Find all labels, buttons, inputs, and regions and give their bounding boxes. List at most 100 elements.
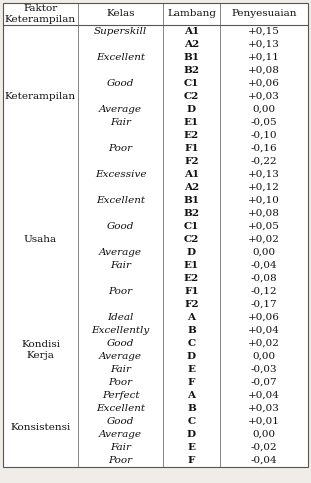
Text: +0,01: +0,01	[248, 417, 280, 426]
Text: C2: C2	[184, 92, 199, 101]
Text: Average: Average	[99, 105, 142, 114]
Text: -0,12: -0,12	[251, 287, 277, 296]
Text: B2: B2	[183, 209, 200, 218]
Text: Ideal: Ideal	[107, 313, 134, 322]
Text: +0,13: +0,13	[248, 40, 280, 49]
Text: Superskill: Superskill	[94, 27, 147, 36]
Text: Perfect: Perfect	[102, 391, 139, 400]
Text: 0,00: 0,00	[253, 352, 276, 361]
Text: F: F	[188, 456, 195, 465]
Text: Fair: Fair	[110, 118, 131, 127]
Text: Poor: Poor	[109, 144, 132, 153]
Text: C1: C1	[184, 222, 199, 231]
Text: Kelas: Kelas	[106, 10, 135, 18]
Text: +0,13: +0,13	[248, 170, 280, 179]
Text: C: C	[188, 339, 196, 348]
Text: -0,04: -0,04	[251, 261, 277, 270]
Text: 0,00: 0,00	[253, 430, 276, 439]
Text: D: D	[187, 248, 196, 257]
Text: E1: E1	[184, 118, 199, 127]
Text: A: A	[188, 391, 196, 400]
Text: Kondisi
Kerja: Kondisi Kerja	[21, 341, 60, 360]
Text: Average: Average	[99, 248, 142, 257]
Text: Excessive: Excessive	[95, 170, 146, 179]
Text: Poor: Poor	[109, 287, 132, 296]
Text: B: B	[187, 404, 196, 413]
Text: Excellently: Excellently	[91, 326, 150, 335]
Text: C: C	[188, 417, 196, 426]
Text: Fair: Fair	[110, 365, 131, 374]
Text: Good: Good	[107, 222, 134, 231]
Text: Excellent: Excellent	[96, 404, 145, 413]
Text: F: F	[188, 378, 195, 387]
Text: Good: Good	[107, 339, 134, 348]
Text: +0,08: +0,08	[248, 66, 280, 75]
Text: -0,04: -0,04	[251, 456, 277, 465]
Text: D: D	[187, 430, 196, 439]
Text: B1: B1	[183, 196, 200, 205]
Text: A: A	[188, 313, 196, 322]
Text: +0,05: +0,05	[248, 222, 280, 231]
Text: E1: E1	[184, 261, 199, 270]
Text: C2: C2	[184, 235, 199, 244]
Text: D: D	[187, 352, 196, 361]
Text: C1: C1	[184, 79, 199, 88]
Text: A2: A2	[184, 40, 199, 49]
Text: Faktor
Keterampilan: Faktor Keterampilan	[5, 4, 76, 24]
Text: E2: E2	[184, 131, 199, 140]
Text: +0,04: +0,04	[248, 326, 280, 335]
Text: Lambang: Lambang	[167, 10, 216, 18]
Text: Excellent: Excellent	[96, 53, 145, 62]
Text: +0,08: +0,08	[248, 209, 280, 218]
Text: +0,02: +0,02	[248, 339, 280, 348]
Text: Average: Average	[99, 430, 142, 439]
Text: Good: Good	[107, 417, 134, 426]
Text: -0,16: -0,16	[251, 144, 277, 153]
Text: +0,06: +0,06	[248, 79, 280, 88]
Text: 0,00: 0,00	[253, 248, 276, 257]
Text: +0,02: +0,02	[248, 235, 280, 244]
Text: A1: A1	[184, 170, 199, 179]
Text: +0,06: +0,06	[248, 313, 280, 322]
Text: +0,15: +0,15	[248, 27, 280, 36]
Text: Keterampilan: Keterampilan	[5, 92, 76, 101]
Text: F2: F2	[184, 300, 199, 309]
Text: 0,00: 0,00	[253, 105, 276, 114]
Text: +0,11: +0,11	[248, 53, 280, 62]
Text: B1: B1	[183, 53, 200, 62]
Text: Penyesuaian: Penyesuaian	[231, 10, 297, 18]
Text: -0,07: -0,07	[251, 378, 277, 387]
Text: -0,03: -0,03	[251, 365, 277, 374]
Text: +0,10: +0,10	[248, 196, 280, 205]
Text: -0,08: -0,08	[251, 274, 277, 283]
Text: Fair: Fair	[110, 261, 131, 270]
Text: Poor: Poor	[109, 456, 132, 465]
Text: B: B	[187, 326, 196, 335]
Text: F1: F1	[184, 287, 199, 296]
Text: Usaha: Usaha	[24, 235, 57, 244]
Text: Excellent: Excellent	[96, 196, 145, 205]
Text: +0,03: +0,03	[248, 92, 280, 101]
Text: Fair: Fair	[110, 443, 131, 452]
Text: Konsistensi: Konsistensi	[10, 424, 71, 432]
Text: +0,03: +0,03	[248, 404, 280, 413]
Text: E2: E2	[184, 274, 199, 283]
Text: Average: Average	[99, 352, 142, 361]
Text: -0,02: -0,02	[251, 443, 277, 452]
Text: Poor: Poor	[109, 378, 132, 387]
Text: -0,22: -0,22	[251, 157, 277, 166]
Text: B2: B2	[183, 66, 200, 75]
Text: E: E	[188, 365, 196, 374]
Text: A2: A2	[184, 183, 199, 192]
Text: Good: Good	[107, 79, 134, 88]
Text: -0,17: -0,17	[251, 300, 277, 309]
Text: A1: A1	[184, 27, 199, 36]
Text: +0,12: +0,12	[248, 183, 280, 192]
Text: E: E	[188, 443, 196, 452]
Text: -0,10: -0,10	[251, 131, 277, 140]
Text: -0,05: -0,05	[251, 118, 277, 127]
Text: F1: F1	[184, 144, 199, 153]
Text: F2: F2	[184, 157, 199, 166]
Text: D: D	[187, 105, 196, 114]
Text: +0,04: +0,04	[248, 391, 280, 400]
